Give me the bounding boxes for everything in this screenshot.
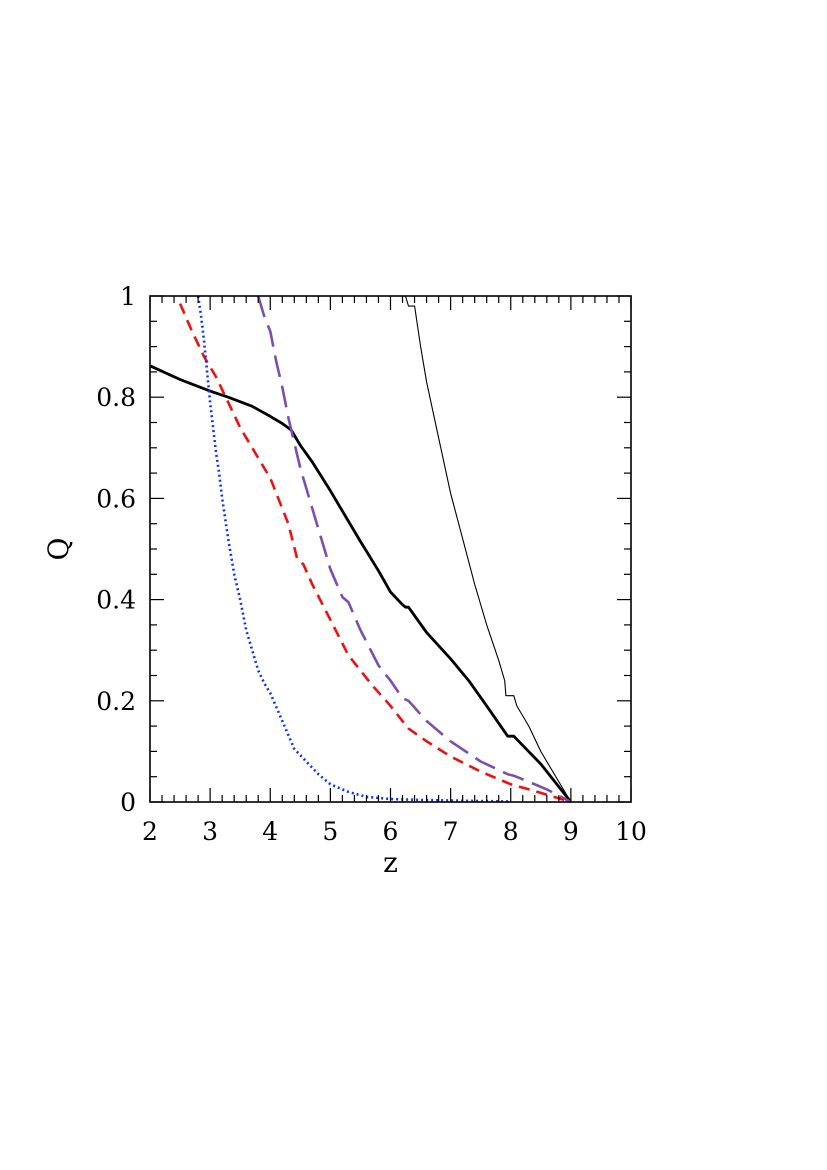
y-tick-label: 1 (120, 282, 136, 311)
series-line-1 (149, 364, 572, 803)
chart-curves (149, 295, 572, 804)
x-tick-label: 2 (142, 817, 158, 846)
y-tick-label: 0.4 (96, 586, 136, 615)
axis-ticks (149, 295, 632, 803)
series-line-2 (404, 295, 572, 803)
y-tick-label: 0.6 (96, 484, 136, 513)
x-tick-label: 9 (563, 817, 579, 846)
x-tick-label: 8 (503, 817, 519, 846)
x-tick-labels: 2 3 4 5 6 7 8 9 10 (142, 817, 647, 846)
y-tick-label: 0.8 (96, 383, 136, 412)
series-line-5 (196, 295, 511, 803)
x-tick-label: 3 (202, 817, 218, 846)
series-line-4 (178, 303, 572, 804)
x-tick-label: 4 (262, 817, 278, 846)
y-tick-label: 0.2 (96, 687, 136, 716)
x-tick-label: 10 (615, 817, 647, 846)
y-axis-title: Q (42, 538, 75, 561)
x-tick-label: 5 (322, 817, 338, 846)
y-tick-labels: 0 0.2 0.4 0.6 0.8 1 (96, 282, 136, 817)
plot-frame (149, 295, 632, 803)
y-tick-label: 0 (120, 788, 136, 817)
x-tick-label: 7 (443, 817, 459, 846)
x-axis-title: z (383, 846, 398, 879)
x-tick-label: 6 (383, 817, 399, 846)
series-line-3 (256, 295, 572, 804)
